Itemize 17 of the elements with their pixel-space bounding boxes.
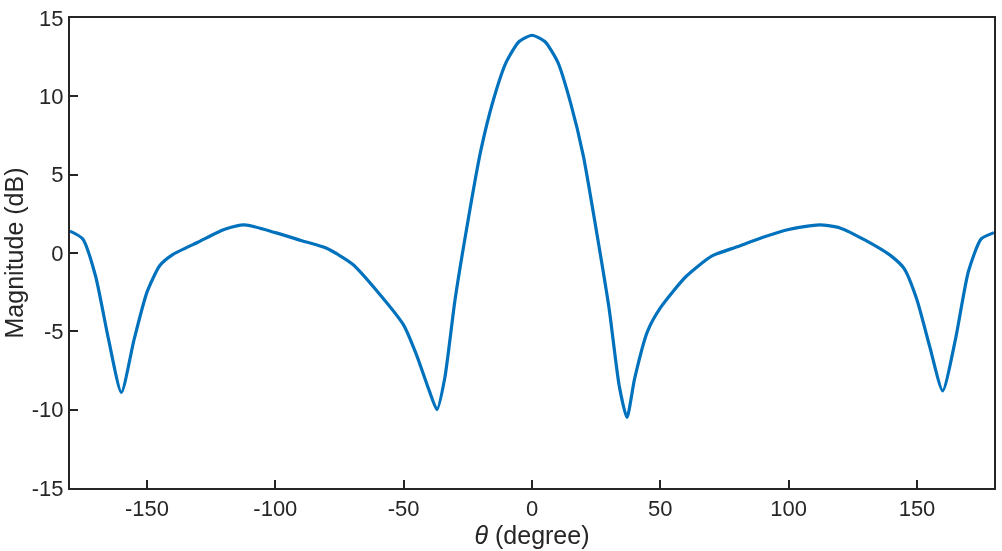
y-tick-label: 0 xyxy=(51,240,64,266)
x-tick-label: -100 xyxy=(253,496,298,522)
x-axis-title: θ (degree) xyxy=(474,521,590,550)
y-tick-label: -15 xyxy=(31,475,64,501)
y-tick-label: 5 xyxy=(51,162,64,188)
y-tick-label: 10 xyxy=(39,84,64,110)
y-tick-label: -10 xyxy=(31,397,64,423)
line-series xyxy=(70,33,994,420)
x-tick-label: 50 xyxy=(648,496,673,522)
x-tick-label: 100 xyxy=(770,496,808,522)
y-axis-title: Magnitude (dB) xyxy=(0,167,28,339)
x-tick-label: 0 xyxy=(525,496,539,522)
x-tick-label: 150 xyxy=(898,496,936,522)
y-tick-label: 15 xyxy=(39,5,64,31)
x-tick-label: -150 xyxy=(124,496,170,522)
x-tick-label: -50 xyxy=(387,496,420,522)
y-tick-label: -5 xyxy=(44,319,64,345)
